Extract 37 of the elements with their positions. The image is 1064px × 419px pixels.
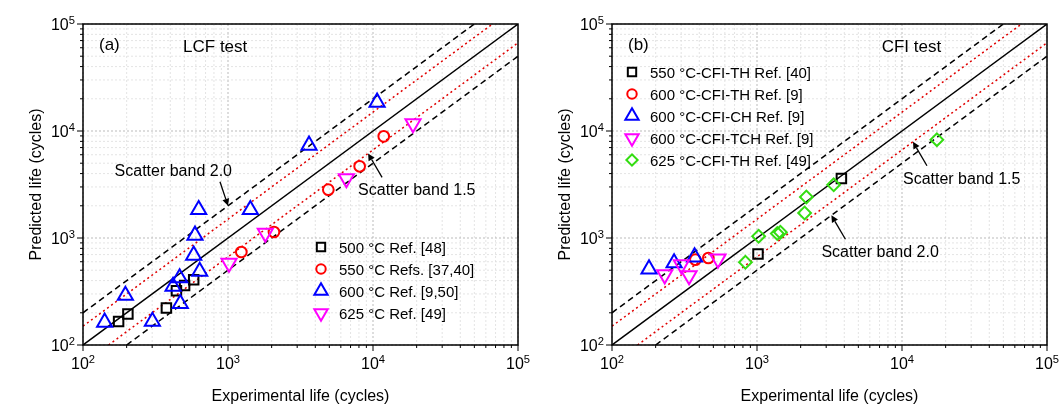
y-tick-label: 10$^{3}$ — [50, 228, 75, 247]
x-axis-title: Experimental life (cycles) — [740, 387, 919, 404]
x-tick-label: 10$^{2}$ — [599, 353, 625, 372]
y-axis-title: Predicted life (cycles) — [556, 108, 573, 261]
legend-label: 600 °C-CFI-TH Ref. [9] — [650, 86, 803, 103]
legend-label: 600 °C-CFI-CH Ref. [9] — [650, 108, 805, 125]
legend-label: 625 °C-CFI-TH Ref. [49] — [650, 152, 812, 169]
y-tick-label: 10$^{5}$ — [579, 14, 604, 33]
x-tick-label: 10$^{5}$ — [1034, 353, 1060, 372]
y-tick-label: 10$^{4}$ — [50, 121, 75, 140]
text: LCF test — [183, 37, 248, 56]
y-tick-label: 10$^{3}$ — [579, 228, 604, 247]
x-tick-label: 10$^{3}$ — [215, 353, 241, 372]
legend-label: 600 °C-CFI-TCH Ref. [9] — [650, 130, 814, 147]
annotation: Scatter band 2.0 — [821, 243, 939, 261]
annotation: (b) — [628, 35, 649, 54]
annotation: (a) — [99, 35, 120, 54]
annotation: Scatter band 1.5 — [902, 169, 1021, 187]
text: CFI test — [881, 37, 942, 56]
x-tick-label: 10$^{3}$ — [744, 353, 770, 372]
x-tick-label: 10$^{4}$ — [889, 353, 915, 372]
y-axis-title: Predicted life (cycles) — [27, 108, 44, 261]
legend-label: 500 °C Ref. [48] — [339, 239, 446, 256]
x-tick-label: 10$^{2}$ — [70, 353, 96, 372]
legend-label: 550 °C-CFI-TH Ref. [40] — [650, 64, 812, 81]
y-tick-label: 10$^{2}$ — [579, 335, 604, 354]
annotation: Scatter band 1.5 — [358, 181, 476, 199]
y-tick-label: 10$^{4}$ — [579, 121, 604, 140]
x-tick-label: 10$^{5}$ — [505, 353, 531, 372]
y-tick-label: 10$^{5}$ — [50, 14, 75, 33]
x-tick-label: 10$^{4}$ — [360, 353, 386, 372]
legend-label: 600 °C Ref. [9,50] — [339, 283, 459, 300]
x-axis-title: Experimental life (cycles) — [211, 387, 390, 404]
y-tick-label: 10$^{2}$ — [50, 335, 75, 354]
legend-label: 625 °C Ref. [49] — [339, 305, 446, 322]
annotation: Scatter band 2.0 — [114, 161, 233, 179]
legend-label: 550 °C Refs. [37,40] — [339, 261, 475, 278]
